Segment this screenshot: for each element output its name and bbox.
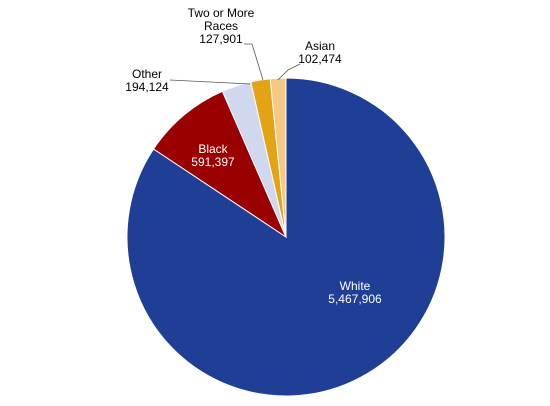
labels-layer: White 5,467,906 Black 591,397 Other 194,124 Tw… [125,6,382,306]
leader-line-two-or-more-races [244,43,264,81]
leader-lines-layer [169,43,301,85]
leader-line-other [169,79,251,85]
slice-label-asian: Asian 102,474 [298,39,342,66]
leader-line-asian [277,63,301,81]
pie-slice-asian [269,77,287,238]
slice-label-black: Black 591,397 [191,142,235,169]
slices-layer [126,77,446,397]
slice-label-two-or-more-races: Two or More Races 127,901 [188,6,255,46]
slice-label-white: White 5,467,906 [328,279,382,306]
pie-slice-black [152,90,288,239]
slice-label-other: Other 194,124 [125,67,169,94]
